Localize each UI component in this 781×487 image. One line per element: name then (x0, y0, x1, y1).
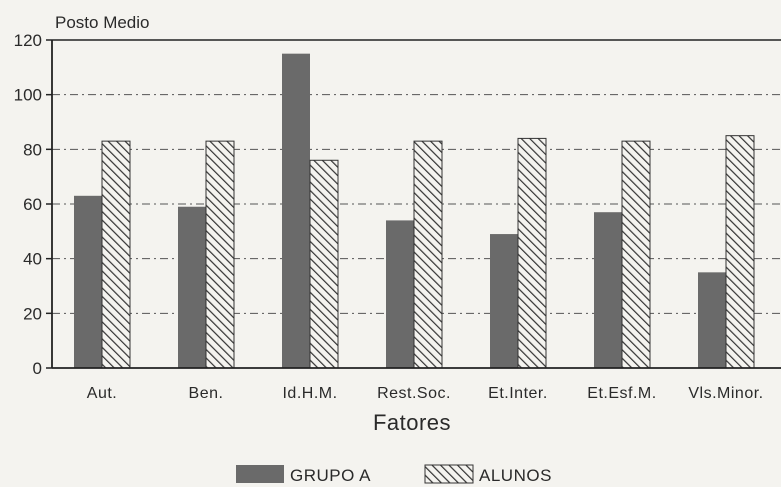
legend: GRUPO A ALUNOS (236, 464, 552, 485)
x-tick-label: Et.Esf.M. (587, 385, 656, 402)
x-tick-labels: Aut. Ben. Id.H.M. Rest.Soc. Et.Inter. Et.Esf.… (87, 385, 763, 402)
y-tick-labels: 0 20 40 60 80 100 120 (14, 31, 52, 378)
bar-alunos (517, 137, 547, 369)
y-tick-label: 120 (14, 31, 42, 50)
x-tick-label: Ben. (189, 385, 224, 402)
y-tick-label: 20 (23, 304, 42, 323)
y-tick-label: 60 (23, 195, 42, 214)
legend-label-grupo-a: GRUPO A (290, 466, 371, 485)
bar-alunos (309, 159, 339, 369)
x-tick-label: Id.H.M. (282, 385, 337, 402)
x-tick-label: Et.Inter. (488, 385, 548, 402)
x-tick-label: Aut. (87, 385, 117, 402)
legend-label-alunos: ALUNOS (479, 466, 552, 485)
y-tick-label: 40 (23, 250, 42, 269)
x-tick-label: Rest.Soc. (377, 385, 451, 402)
bar-alunos (725, 135, 755, 369)
bar-alunos (413, 140, 443, 369)
bar-grupo-a (74, 195, 102, 368)
y-axis-label: Posto Medio (55, 13, 150, 32)
bars (74, 53, 755, 369)
y-tick-label: 100 (14, 86, 42, 105)
bar-grupo-a (178, 206, 206, 368)
bar-alunos (205, 140, 235, 369)
legend-swatch-grupo-a (236, 465, 284, 483)
bar-grupo-a (594, 212, 622, 368)
bar-grupo-a (490, 234, 518, 368)
y-tick-label: 0 (33, 359, 42, 378)
bar-alunos (621, 140, 651, 369)
y-tick-label: 80 (23, 140, 42, 159)
bar-grupo-a (386, 220, 414, 368)
bar-grupo-a (698, 272, 726, 368)
bar-alunos (101, 140, 131, 369)
bar-grupo-a (282, 53, 310, 369)
x-tick-label: Vls.Minor. (688, 385, 763, 402)
x-axis-label: Fatores (373, 410, 451, 435)
legend-swatch-alunos (424, 464, 474, 484)
